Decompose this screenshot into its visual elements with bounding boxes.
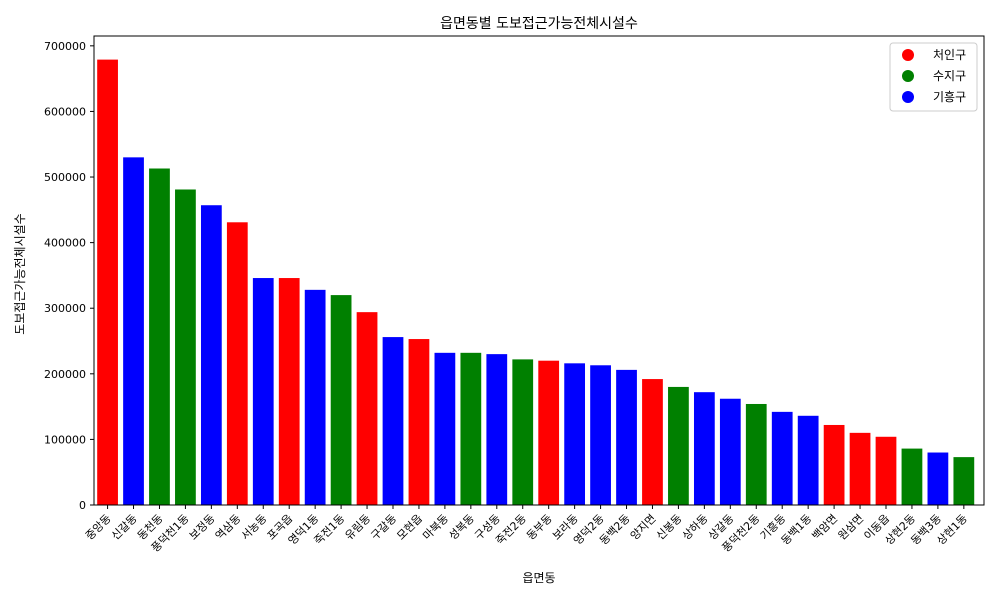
bar-마북동 xyxy=(434,352,456,505)
x-tick-label: 역삼동 xyxy=(213,512,244,543)
bar-구성동 xyxy=(486,354,508,505)
bar-영덕1동 xyxy=(304,289,326,505)
bar-양지면 xyxy=(642,379,663,505)
x-tick-label: 백암면 xyxy=(810,512,841,543)
bar-풍덕천2동 xyxy=(745,403,767,505)
legend-marker xyxy=(902,70,914,82)
x-tick-label: 신갈동 xyxy=(108,511,139,542)
legend-marker xyxy=(902,91,914,103)
y-tick-label: 600000 xyxy=(44,105,86,118)
y-tick-label: 0 xyxy=(79,499,86,512)
bar-동천동 xyxy=(149,168,170,505)
y-tick-label: 400000 xyxy=(44,237,86,250)
legend-label: 기흥구 xyxy=(933,90,966,104)
legend-marker xyxy=(902,49,914,61)
y-axis-label: 도보접근가능전체시설수 xyxy=(13,213,27,334)
x-tick-label: 구갈동 xyxy=(368,511,399,542)
bar-동부동 xyxy=(538,360,560,505)
bar-유림동 xyxy=(356,312,378,505)
x-tick-label: 동부동 xyxy=(524,512,555,543)
x-tick-label: 모현읍 xyxy=(394,512,425,543)
bar-역삼동 xyxy=(226,222,248,506)
bar-신갈동 xyxy=(123,157,144,505)
bar-성복동 xyxy=(460,352,482,505)
y-axis-ticks: 0 100000 200000 300000 400000 500000 600000 700… xyxy=(44,40,94,512)
bar-풍덕천1동 xyxy=(175,189,196,506)
x-tick-label: 양지면 xyxy=(628,512,659,543)
bar-보정동 xyxy=(200,205,222,506)
y-tick-label: 500000 xyxy=(44,171,86,184)
x-tick-label: 보정동 xyxy=(187,512,218,543)
bar-백암면 xyxy=(823,424,845,505)
x-tick-label: 서농동 xyxy=(239,512,270,543)
bar-중앙동 xyxy=(97,59,118,506)
bar-상갈동 xyxy=(719,398,741,505)
y-tick-label: 200000 xyxy=(44,368,86,381)
bar-서농동 xyxy=(252,278,274,505)
x-tick-label: 마북동 xyxy=(420,512,451,543)
chart-title: 읍면동별 도보접근가능전체시설수 xyxy=(440,16,638,32)
legend-label: 수지구 xyxy=(933,69,966,83)
bar-동백2동 xyxy=(616,369,637,505)
x-axis-label: 읍면동 xyxy=(522,571,555,585)
bar-포곡읍 xyxy=(278,278,300,505)
x-tick-label: 유림동 xyxy=(342,512,373,543)
bar-상하동 xyxy=(693,392,715,505)
legend-label: 처인구 xyxy=(933,48,966,62)
x-tick-label: 상하동 xyxy=(679,511,710,542)
bar-모현읍 xyxy=(408,339,430,505)
bar-구갈동 xyxy=(382,337,404,505)
bar-기흥동 xyxy=(771,411,793,505)
bar-상현2동 xyxy=(901,448,923,505)
bar-신봉동 xyxy=(668,386,689,505)
x-tick-label: 성복동 xyxy=(446,512,477,543)
bar-영덕2동 xyxy=(590,365,611,505)
y-tick-label: 700000 xyxy=(44,40,86,53)
plot-area-frame xyxy=(93,35,985,506)
bar-죽전1동 xyxy=(330,295,352,505)
y-tick-label: 300000 xyxy=(44,302,86,315)
bar-죽전2동 xyxy=(512,359,534,505)
bar-동백3동 xyxy=(927,452,949,505)
bar-보라동 xyxy=(564,363,586,505)
bar-이동읍 xyxy=(875,436,897,505)
x-tick-label: 신봉동 xyxy=(654,512,685,543)
bars-group xyxy=(97,59,975,506)
x-tick-label: 원삼면 xyxy=(836,512,867,543)
x-tick-label: 중앙동 xyxy=(83,512,114,543)
x-axis-ticks: 중앙동신갈동동천동풍덕천1동보정동역삼동서농동포곡읍영덕1동죽전1동유림동구갈동… xyxy=(83,505,970,555)
bar-원삼면 xyxy=(849,432,871,505)
bar-동백1동 xyxy=(797,415,819,505)
bar-상현1동 xyxy=(953,457,975,505)
y-tick-label: 100000 xyxy=(44,433,86,446)
